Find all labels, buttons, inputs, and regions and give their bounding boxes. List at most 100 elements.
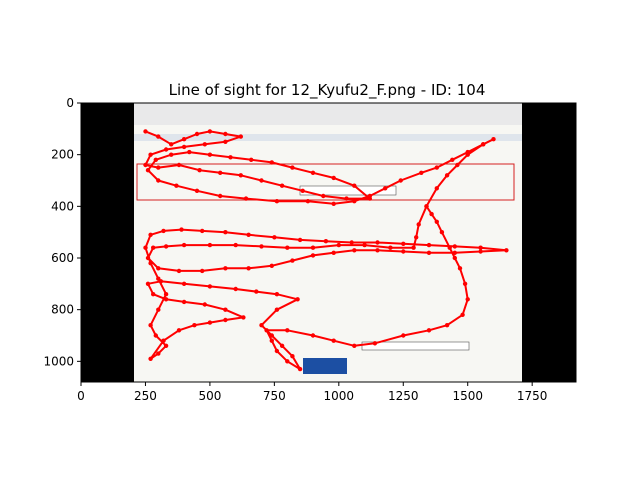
page-header-band [134,134,522,141]
fixation-points [143,129,509,372]
fixation-point [163,343,169,348]
y-tick-label: 400 [51,199,74,213]
fixation-point [174,183,179,188]
chart-title: Line of sight for 12_Kyufu2_F.png - ID: … [169,81,486,100]
fixation-point [274,307,280,312]
fixation-point [223,131,228,137]
fixation-point [352,248,357,253]
fixation-point [290,258,295,263]
fixation-point [452,250,457,255]
fixation-point [181,144,187,150]
fixation-point [163,244,169,249]
fixation-point [176,162,182,168]
fixation-point [352,183,357,188]
fixation-point [197,168,202,173]
fixation-point [321,193,326,199]
fixation-point [331,250,336,255]
fixation-point [285,328,290,333]
fixation-point [228,155,233,160]
fixation-point [163,297,169,302]
fixation-point [156,307,161,312]
fixation-point [156,134,161,139]
fixation-point [156,266,161,271]
fixation-point [434,186,439,191]
fixation-point [151,245,156,250]
fixation-point [450,157,455,162]
fixation-point [310,333,316,338]
fixation-point [274,348,280,354]
fixation-point [372,341,378,346]
fixation-point [401,333,406,338]
fixation-point [323,239,329,244]
fixation-point [331,201,336,206]
fixation-point [223,317,228,323]
fixation-point [336,242,341,248]
x-tick-label: 1000 [324,389,355,403]
fixation-point [444,173,450,178]
right-black-bar [522,103,576,382]
fixation-point [452,255,457,261]
fixation-point [145,168,151,173]
fixation-point [143,129,148,134]
fixation-point [504,248,509,253]
fixation-point [238,134,243,139]
fixation-point [249,157,254,162]
fixation-point [207,129,213,134]
fixation-point [156,165,161,170]
x-tick-label: 1500 [452,389,483,403]
fixation-point [153,333,158,338]
fixation-point [274,292,280,297]
fixation-point [223,266,228,271]
fixation-point [238,173,243,178]
fixation-point [246,266,251,271]
fixation-point [465,152,470,157]
fixation-point [243,196,249,201]
fixation-point [439,230,445,235]
fixation-point [161,338,166,343]
fixation-point [460,312,465,317]
fixation-point [478,249,483,254]
fixation-point [331,175,336,181]
fixation-point [279,343,285,348]
fixation-point [429,211,434,217]
fixation-point [352,199,357,204]
address-box-2 [361,341,470,351]
y-tick-label: 800 [51,303,74,317]
fixation-point [401,249,406,254]
fixation-point [163,292,169,297]
fixation-point [367,193,372,199]
fixation-point [398,178,403,183]
fixation-point [176,328,182,333]
x-tick-label: 1250 [388,389,419,403]
fixation-point [447,245,452,250]
fixation-point [161,228,166,234]
browser-toolbar [134,103,522,125]
fixation-point [344,196,349,201]
fixation-point [331,338,336,343]
x-tick-label: 250 [134,389,157,403]
fixation-point [426,250,432,255]
fixation-point [145,281,151,286]
x-axis: 0 250 500 750 1000 1250 1500 1750 [77,382,547,403]
fixation-point [200,268,205,274]
fixation-point [411,245,416,250]
fixation-point [233,286,238,292]
fixation-point [202,302,207,307]
fixation-point [272,235,277,240]
fixation-point [223,307,228,312]
fixation-point [156,351,161,356]
fixation-point [434,219,439,224]
x-tick-label: 1750 [517,389,548,403]
fixation-point [269,160,274,165]
fixation-point [349,240,354,245]
plot-frame [80,102,577,383]
fixation-point [285,359,290,364]
fixation-point [269,338,274,343]
fixation-point [169,142,174,147]
fixation-point [310,245,316,250]
fixation-point [426,242,432,248]
fixation-point [478,245,483,250]
fixation-point [297,366,303,372]
y-axis: 0 200 400 600 800 1000 [43,96,81,368]
